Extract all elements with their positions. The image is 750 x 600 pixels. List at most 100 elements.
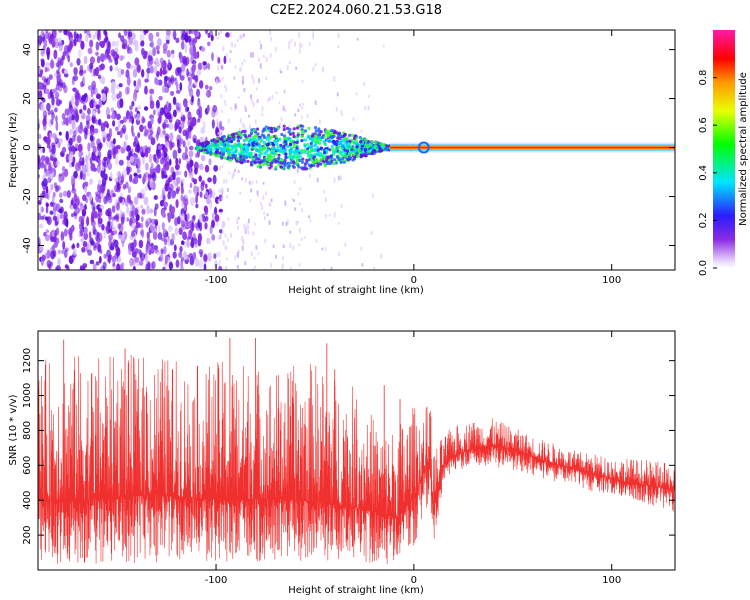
heatmap-cell xyxy=(314,129,319,133)
heatmap-cell xyxy=(364,106,367,111)
heatmap-cell xyxy=(300,139,304,143)
y-tick-label: 600 xyxy=(22,456,33,475)
heatmap-cell xyxy=(212,174,217,185)
heatmap-cell xyxy=(95,261,100,266)
heatmap-cell xyxy=(139,124,144,133)
heatmap-cell xyxy=(291,164,295,168)
heatmap-cell xyxy=(265,191,267,196)
colorbar: 0.0 0.2 0.4 0.6 0.8 Normalized spectral ampl… xyxy=(698,30,749,276)
heatmap-cell xyxy=(249,138,253,142)
heatmap-cell xyxy=(223,100,226,104)
heatmap-cell xyxy=(78,166,82,171)
heatmap-cell xyxy=(239,146,243,150)
heatmap-cell xyxy=(180,40,185,50)
heatmap-cell xyxy=(191,221,195,232)
heatmap-cell xyxy=(319,119,321,125)
heatmap-cell xyxy=(70,213,75,218)
heatmap-cell xyxy=(255,127,260,131)
heatmap-cell xyxy=(360,129,363,133)
heatmap-cell xyxy=(80,265,86,270)
heatmap-cell xyxy=(303,167,307,171)
heatmap-cell xyxy=(133,238,137,248)
heatmap-cell xyxy=(226,156,230,160)
heatmap-cell xyxy=(329,161,333,165)
heatmap-cell xyxy=(255,87,258,91)
heatmap-cell xyxy=(218,260,221,266)
heatmap-cell xyxy=(190,72,196,80)
heatmap-cell xyxy=(88,231,92,240)
heatmap-cell xyxy=(198,80,204,89)
heatmap-cell xyxy=(156,37,162,47)
heatmap-cell xyxy=(103,86,108,95)
heatmap-cell xyxy=(297,108,300,113)
heatmap-cell xyxy=(195,203,199,209)
heatmap-cell xyxy=(109,171,113,180)
heatmap-cell xyxy=(372,148,376,152)
heatmap-cell xyxy=(132,265,136,270)
heatmap-cell xyxy=(316,177,319,183)
heatmap-cell xyxy=(310,134,314,138)
heatmap-cell xyxy=(338,141,342,145)
heatmap-cell xyxy=(255,138,259,143)
heatmap-cell xyxy=(301,106,304,110)
snr-frame xyxy=(37,330,676,571)
heatmap-cell xyxy=(53,52,58,60)
heatmap-cell xyxy=(320,135,324,140)
heatmap-cell xyxy=(116,187,121,193)
heatmap-cell xyxy=(167,213,171,223)
heatmap-cell xyxy=(284,108,287,113)
heatmap-cell xyxy=(84,128,89,136)
heatmap-cell xyxy=(162,49,167,54)
heatmap-cell xyxy=(323,190,326,194)
heatmap-cell xyxy=(110,242,115,251)
heatmap-cell xyxy=(129,105,133,111)
heatmap-cell xyxy=(214,150,219,154)
heatmap-cell xyxy=(199,136,205,142)
heatmap-cell xyxy=(122,38,128,47)
heatmap-cell xyxy=(227,118,230,124)
heatmap-cell xyxy=(290,39,293,42)
heatmap-cell xyxy=(214,214,220,223)
heatmap-cell xyxy=(257,252,260,256)
heatmap-cell xyxy=(250,132,253,139)
heatmap-cell xyxy=(45,136,51,146)
heatmap-cell xyxy=(247,134,252,138)
heatmap-cell xyxy=(373,144,377,148)
heatmap-cell xyxy=(312,31,315,36)
heatmap-cell xyxy=(245,150,249,154)
heatmap-cell xyxy=(252,268,255,270)
heatmap-cell xyxy=(216,36,219,40)
heatmap-cell xyxy=(58,30,63,33)
heatmap-cell xyxy=(298,263,301,267)
heatmap-cell xyxy=(337,222,340,225)
heatmap-cell xyxy=(164,147,168,154)
heatmap-cell xyxy=(79,33,82,39)
heatmap-cell xyxy=(256,132,260,136)
heatmap-cell xyxy=(63,228,68,237)
heatmap-cell xyxy=(65,130,69,141)
snr-xlabel: Height of straight line (km) xyxy=(288,585,424,596)
heatmap-cell xyxy=(233,142,237,146)
heatmap-cell xyxy=(143,125,147,130)
heatmap-cell xyxy=(132,141,137,148)
heatmap-cell xyxy=(205,151,210,155)
heatmap-cell xyxy=(39,205,43,216)
heatmap-cell xyxy=(116,131,121,136)
heatmap-cell xyxy=(181,152,187,161)
heatmap-cell xyxy=(144,162,149,171)
y-tick-label: 1200 xyxy=(22,348,33,373)
heatmap-cell xyxy=(209,151,213,155)
heatmap-cell xyxy=(237,96,240,99)
heatmap-cell xyxy=(274,159,278,163)
heatmap-cell xyxy=(89,134,94,142)
y-tick-label: 800 xyxy=(22,421,33,440)
heatmap-cell xyxy=(272,244,275,249)
heatmap-cell xyxy=(287,130,291,134)
heatmap-cell xyxy=(211,219,215,229)
heatmap-cell xyxy=(51,133,57,139)
heatmap-cell xyxy=(110,107,115,112)
heatmap-cell xyxy=(129,110,133,119)
heatmap-cell xyxy=(337,158,341,162)
heatmap-cell xyxy=(134,84,140,91)
heatmap-cell xyxy=(45,202,49,208)
